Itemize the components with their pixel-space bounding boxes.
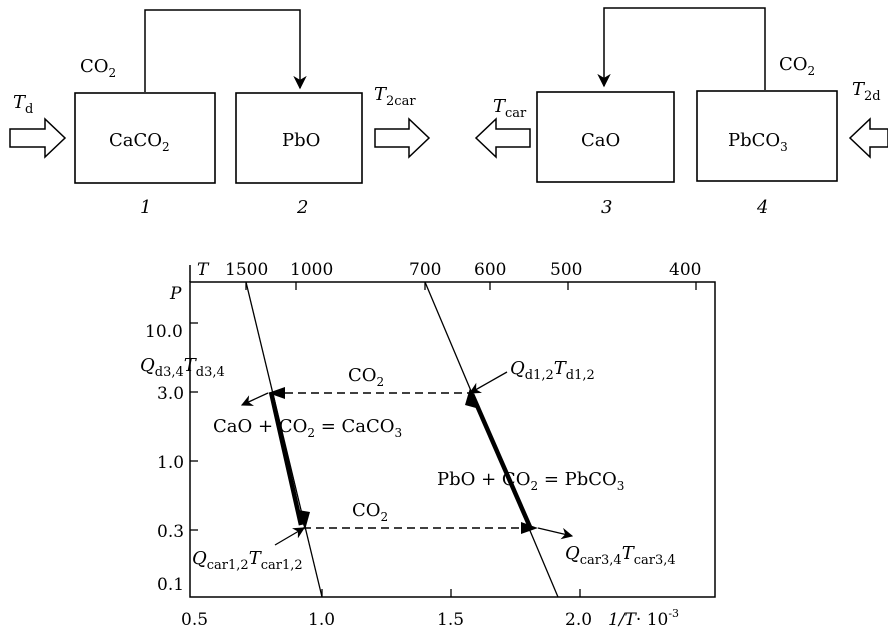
label-td: Td <box>13 92 33 117</box>
box-pbo <box>235 92 363 184</box>
x-axis-label: 1/T· 10-3 <box>608 607 679 630</box>
arrowhead-up-pbco3 <box>465 388 476 408</box>
box-caco2-label: CaCO2 <box>109 130 170 154</box>
x-tick-1-5: 1.5 <box>437 610 464 630</box>
label-tcar: Tcar <box>493 96 527 121</box>
co2-right-label: CO2 <box>779 54 815 78</box>
box-pbco3-label: PbCO3 <box>728 130 788 154</box>
box-number-2: 2 <box>296 197 308 218</box>
box-number-1: 1 <box>140 197 151 218</box>
process-segment-pbco3 <box>469 393 533 528</box>
top-axis-label: T <box>197 260 210 280</box>
label-q-d34: Qd3,4Td3,4 <box>140 355 225 380</box>
leader-q-car34 <box>537 527 574 540</box>
y-tick-0-1: 0.1 <box>157 575 184 595</box>
y-tick-3: 3.0 <box>157 384 184 404</box>
co2-flow-left <box>144 9 307 92</box>
vant-hoff-plot: T 1500 1000 700 600 500 400 P 10.0 3.0 1… <box>140 260 716 630</box>
box-cao <box>536 91 675 183</box>
hollow-arrow-td <box>9 117 67 159</box>
reaction-pbco3: PbO + CO2 = PbCO3 <box>437 469 624 493</box>
box-number-3: 3 <box>601 197 612 218</box>
box-pbco3 <box>696 90 838 182</box>
x-tick-2-0: 2.0 <box>565 610 592 630</box>
co2-left-label: CO2 <box>80 56 116 80</box>
x-tick-1-0: 1.0 <box>308 610 335 630</box>
co2-flow-right <box>597 7 766 90</box>
leader-q-d12 <box>468 371 508 394</box>
top-tick-700: 700 <box>409 260 441 280</box>
box-number-4: 4 <box>756 197 768 218</box>
label-q-car12: Qcar1,2Tcar1,2 <box>192 548 303 573</box>
leader-q-d34 <box>240 392 269 406</box>
y-tick-1: 1.0 <box>157 453 184 473</box>
box-caco2 <box>74 92 216 184</box>
arrowhead-down-caco3 <box>298 510 310 530</box>
label-q-d12: Qd1,2Td1,2 <box>510 358 595 383</box>
y-axis-label: P <box>169 284 182 304</box>
label-q-car34: Qcar3,4Tcar3,4 <box>565 543 676 568</box>
leader-q-car12 <box>274 527 306 546</box>
box-cao-label: CaO <box>581 130 620 151</box>
hollow-arrow-t2car <box>374 117 431 159</box>
process-segment-caco3 <box>268 391 304 526</box>
x-tick-0-5: 0.5 <box>181 610 208 630</box>
top-tick-600: 600 <box>474 260 506 280</box>
schematic: CO2 CO2 CaCO2 PbO CaO PbCO3 1 2 3 4 Td T… <box>9 7 888 218</box>
label-t2d: T2d <box>852 79 881 104</box>
co2-upper-label: CO2 <box>348 365 384 389</box>
arrowhead-right-lower <box>521 522 538 534</box>
label-t2car: T2car <box>374 84 416 109</box>
top-tick-1500: 1500 <box>225 260 268 280</box>
y-tick-0-3: 0.3 <box>157 522 184 542</box>
box-pbo-label: PbO <box>282 130 320 151</box>
reaction-caco3: CaO + CO2 = CaCO3 <box>213 416 402 440</box>
arrowhead-left-upper <box>268 387 285 399</box>
hollow-arrow-tcar <box>474 117 531 159</box>
hollow-arrow-t2d <box>848 117 888 159</box>
top-tick-1000: 1000 <box>290 260 333 280</box>
y-tick-10: 10.0 <box>145 322 183 342</box>
top-tick-400: 400 <box>669 260 701 280</box>
co2-lower-label: CO2 <box>352 500 388 524</box>
top-tick-500: 500 <box>550 260 582 280</box>
plot-frame <box>189 281 716 598</box>
